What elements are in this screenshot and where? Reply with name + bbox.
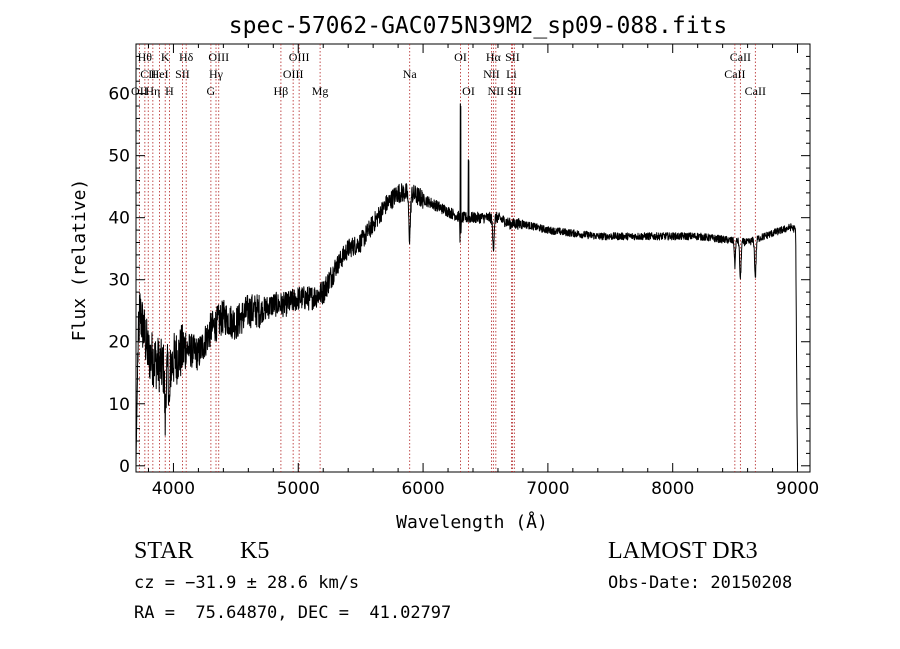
y-tick-label: 20	[108, 333, 130, 353]
line-marker-label: OI	[462, 84, 475, 98]
y-tick-label: 30	[108, 271, 130, 291]
chart-title: spec-57062-GAC075N39M2_sp09-088.fits	[229, 13, 728, 39]
object-subclass: K5	[240, 538, 270, 564]
line-marker-label-layer: HθCIIOIIHηHeIKHSIIHδGHγOIIIHβOIIIOIIIMgN…	[131, 50, 766, 98]
redshift-readout: cz = −31.9 ± 28.6 km/s	[134, 573, 360, 593]
y-tick-label: 50	[108, 147, 130, 167]
line-marker-layer	[138, 44, 756, 472]
line-marker-label: Hη	[145, 84, 160, 98]
x-tick-label: 5000	[277, 479, 320, 499]
coordinates-readout: RA = 75.64870, DEC = 41.02797	[134, 603, 452, 623]
line-marker-label: NII	[488, 84, 505, 98]
y-tick-label: 40	[108, 209, 130, 229]
line-marker-label: Hδ	[179, 50, 194, 64]
y-tick-label: 60	[108, 85, 130, 105]
line-marker-label: CaII	[724, 67, 745, 81]
x-tick-label: 8000	[651, 479, 694, 499]
line-marker-label: G	[207, 84, 216, 98]
line-marker-label: NII	[483, 67, 500, 81]
line-marker-label: Hθ	[138, 50, 153, 64]
line-marker-label: CaII	[745, 84, 766, 98]
line-marker-label: SII	[507, 84, 522, 98]
line-marker-label: SII	[175, 67, 190, 81]
y-tick-label: 10	[108, 395, 130, 415]
line-marker-label: OIII	[208, 50, 229, 64]
line-marker-label: CaII	[730, 50, 751, 64]
object-class: STAR	[134, 538, 194, 564]
line-marker-label: HeI	[151, 67, 169, 81]
line-marker-label: Mg	[312, 84, 329, 98]
x-tick-label: 6000	[401, 479, 444, 499]
line-marker-label: SII	[505, 50, 520, 64]
axis-ticks: 4000 5000 6000 7000 8000 9000 0 10 20 30 40 50 60	[108, 44, 819, 499]
survey-name: LAMOST DR3	[608, 538, 758, 564]
line-marker-label: K	[161, 50, 170, 64]
x-tick-label: 7000	[526, 479, 569, 499]
line-marker-label: OI	[454, 50, 467, 64]
line-marker-label: OIII	[283, 67, 304, 81]
line-marker-label: CII	[140, 67, 156, 81]
plot-frame	[135, 43, 811, 473]
y-axis-label: Flux (relative)	[69, 179, 90, 342]
line-marker-label: Hγ	[209, 67, 224, 81]
line-marker-label: OIII	[289, 50, 310, 64]
x-tick-label: 4000	[152, 479, 195, 499]
x-axis-label: Wavelength (Å)	[396, 511, 548, 533]
line-marker-label: Na	[403, 67, 418, 81]
x-tick-label: 9000	[776, 479, 819, 499]
spectrum-line	[135, 103, 798, 466]
y-tick-label: 0	[119, 457, 130, 477]
observation-date: Obs-Date: 20150208	[608, 573, 793, 593]
line-marker-label: Hβ	[274, 84, 289, 98]
line-marker-label: H	[165, 84, 174, 98]
line-marker-label: OII	[131, 84, 148, 98]
line-marker-label: Li	[506, 67, 517, 81]
line-marker-label: Hα	[486, 50, 502, 64]
